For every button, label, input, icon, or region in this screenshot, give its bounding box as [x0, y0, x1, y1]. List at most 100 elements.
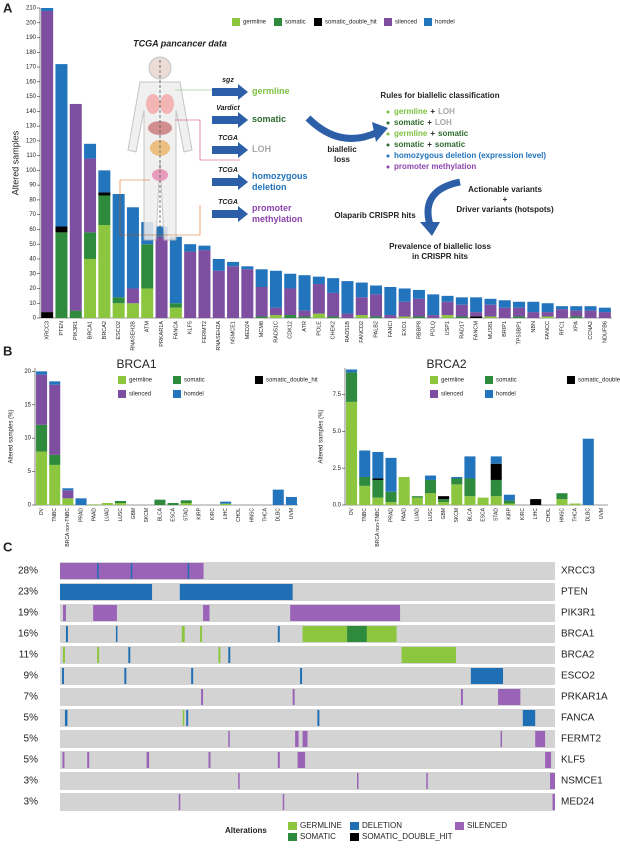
- bar-segment: [255, 287, 268, 317]
- x-tick-label: BLCA: [467, 507, 473, 521]
- x-tick-label: GBM: [131, 508, 137, 519]
- alteration: [181, 626, 185, 642]
- bar-segment: [212, 270, 225, 318]
- alteration: [300, 668, 303, 684]
- legend-swatch: [232, 18, 240, 26]
- x-tick-label: ATM: [145, 321, 151, 333]
- gene-label: XRCC3: [561, 566, 595, 577]
- legend-title: Alterations: [225, 826, 267, 835]
- alteration: [200, 626, 203, 642]
- body-figure: [119, 56, 240, 241]
- bar-segment: [438, 496, 450, 500]
- tool-label: sgz: [222, 77, 234, 84]
- bar-segment: [372, 497, 384, 505]
- chart-title: BRCA1: [116, 357, 156, 371]
- bar-segment: [212, 258, 225, 271]
- bar-segment: [312, 284, 325, 314]
- bar-segment: [84, 158, 97, 233]
- x-tick-label: BRIP1: [502, 321, 508, 337]
- y-tick-label: 15: [24, 402, 31, 408]
- x-tick-label: RBBP8: [416, 321, 422, 339]
- bar-segment: [41, 8, 54, 11]
- bar-segment: [169, 303, 182, 308]
- bar-segment: [438, 502, 450, 505]
- y-axis-title: Altered samples: [10, 130, 20, 195]
- x-tick-label: ESCO2: [116, 321, 122, 340]
- bar-segment: [398, 288, 411, 302]
- alteration: [146, 752, 150, 768]
- bar-segment: [346, 372, 358, 402]
- x-tick-label: THCA: [262, 507, 268, 521]
- y-tick-label: 50: [29, 242, 36, 248]
- x-tick-label: NDUFB6: [602, 321, 608, 343]
- bar-segment: [180, 500, 192, 503]
- legend-swatch: [485, 390, 493, 398]
- percent-label: 28%: [18, 566, 38, 577]
- x-tick-label: BLCA: [157, 507, 163, 521]
- bar-segment: [470, 312, 483, 317]
- y-tick-label: 0: [33, 316, 37, 322]
- percent-label: 5%: [24, 755, 39, 766]
- legend-label: SOMATIC: [300, 832, 336, 841]
- legend-swatch: [384, 18, 392, 26]
- bar-segment: [424, 475, 436, 480]
- x-tick-label: CHOL: [546, 508, 552, 522]
- panel-label: B: [3, 343, 12, 358]
- bar-segment: [36, 374, 48, 425]
- y-tick-label: 5.0: [333, 429, 342, 435]
- bar-segment: [327, 316, 340, 318]
- x-tick-label: ESCA: [170, 507, 176, 521]
- bar-segment: [346, 401, 358, 505]
- bar-segment: [98, 225, 111, 318]
- rule-part: somatic: [438, 129, 469, 138]
- x-tick-label: FANCC: [545, 321, 551, 340]
- x-tick-label: CHOL: [236, 508, 242, 522]
- bar-segment: [570, 316, 583, 318]
- alteration: [401, 647, 456, 663]
- bar-segment: [169, 236, 182, 304]
- bar-segment: [584, 306, 597, 311]
- alteration: [317, 710, 320, 726]
- alteration: [552, 794, 555, 810]
- bar-segment: [484, 304, 497, 317]
- bar-segment: [84, 232, 97, 259]
- track-background: [60, 688, 555, 706]
- x-tick-label: XPA: [574, 321, 580, 332]
- gene-label: MED24: [561, 797, 595, 808]
- bar-segment: [412, 289, 425, 299]
- bar-segment: [455, 304, 468, 317]
- x-tick-label: ATR: [302, 321, 308, 332]
- bar-segment: [556, 493, 568, 500]
- legend-swatch: [485, 376, 493, 384]
- legend-label: somatic: [285, 20, 306, 26]
- alteration: [277, 752, 280, 768]
- bar-segment: [241, 266, 254, 270]
- bar-segment: [88, 504, 100, 505]
- legend-swatch: [455, 822, 464, 830]
- percent-label: 19%: [18, 608, 38, 619]
- legend-swatch: [350, 833, 359, 841]
- x-tick-label: SKCM: [454, 508, 460, 522]
- bar-segment: [285, 496, 297, 505]
- y-tick-label: 40: [29, 257, 36, 263]
- x-tick-label: KIRP: [507, 507, 513, 519]
- bar-segment: [112, 194, 125, 298]
- bar-segment: [141, 288, 154, 318]
- bar-segment: [398, 477, 410, 505]
- legend-label: somatic: [496, 378, 517, 384]
- percent-label: 9%: [24, 671, 39, 682]
- bar-segment: [541, 316, 554, 318]
- x-tick-label: KIRP: [197, 507, 203, 519]
- bar-segment: [451, 484, 463, 505]
- x-tick-label: NBN: [531, 321, 537, 333]
- diagram: TCGA pancancer data sgz germline Vardict so…: [119, 38, 554, 261]
- bar-segment: [513, 307, 526, 317]
- tool-label: TCGA: [218, 167, 238, 174]
- y-axis-title: Altered samples (%): [319, 409, 325, 463]
- bar-segment: [84, 258, 97, 318]
- actionable-text: Actionable variants + Driver variants (hot…: [456, 185, 554, 214]
- source-label: homozygous deletion: [252, 171, 308, 192]
- alteration: [550, 773, 555, 789]
- x-tick-label: LUAD: [105, 508, 111, 522]
- x-tick-label: XRCC3: [45, 321, 51, 340]
